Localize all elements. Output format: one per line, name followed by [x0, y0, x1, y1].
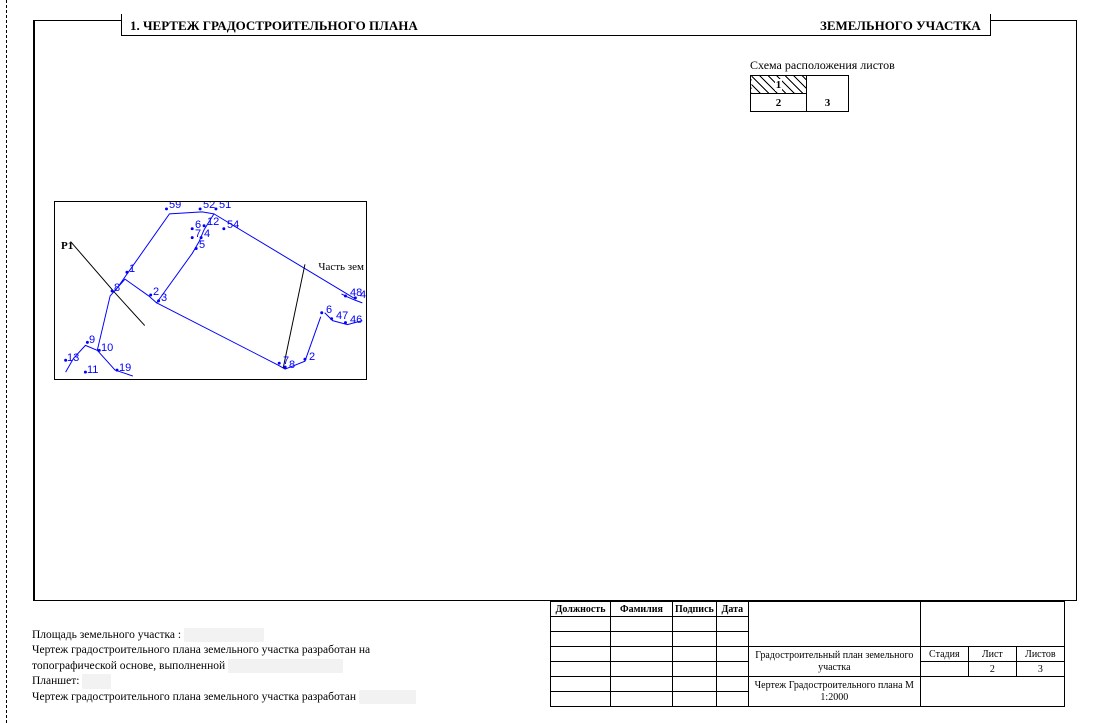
- stamp-cell: [611, 662, 673, 677]
- stamp-cell: [673, 677, 717, 692]
- plan-node-label: 1: [129, 263, 135, 275]
- sheet-cell-3: 3: [807, 85, 849, 121]
- stamp-cell: [551, 692, 611, 707]
- binding-dashed-line: [6, 0, 7, 723]
- stamp-cell: [716, 662, 748, 677]
- plan-node-label: 10: [101, 342, 113, 354]
- stamp-cell: [716, 677, 748, 692]
- plan-label-part: Часть зем: [318, 261, 364, 273]
- stamp-cell: [673, 617, 717, 632]
- plan-node-label: 6: [326, 304, 332, 316]
- stamp-col-date: Дата: [716, 602, 748, 617]
- plan-thumbnail-frame: Р1 Часть зем 595251612547451823910131119…: [54, 201, 367, 380]
- plan-node-label: 46: [350, 314, 362, 326]
- title-block-stamp: Должность Фамилия Подпись Дата Градостро…: [550, 601, 1077, 721]
- note-line-2: Чертеж градостроительного плана земельно…: [32, 643, 592, 657]
- stamp-cell: [716, 647, 748, 662]
- stamp-empty-title-top: [748, 602, 920, 647]
- plan-node-label: 8: [289, 359, 295, 371]
- stamp-cell: [716, 617, 748, 632]
- stamp-cell: [673, 647, 717, 662]
- sheet-cell-1: 1: [751, 76, 807, 94]
- header-title-left: 1. ЧЕРТЕЖ ГРАДОСТРОИТЕЛЬНОГО ПЛАНА: [130, 18, 418, 34]
- plan-node-label: 3: [161, 292, 167, 304]
- header-title-right: ЗЕМЕЛЬНОГО УЧАСТКА: [820, 18, 981, 34]
- stamp-cell: [611, 677, 673, 692]
- stamp-cell: [611, 632, 673, 647]
- plan-node-label: 13: [67, 352, 79, 364]
- sheet-scheme-table: 1 3 2: [750, 75, 849, 112]
- notes-block: Площадь земельного участка : xxxxxxxxxxx…: [32, 628, 592, 705]
- stamp-cell: [716, 692, 748, 707]
- stamp-cell: [551, 677, 611, 692]
- stamp-stadia-value: [920, 662, 968, 677]
- stamp-list-header: Лист: [968, 647, 1016, 662]
- plan-node-label: 2: [309, 351, 315, 363]
- stamp-cell: [551, 647, 611, 662]
- stamp-list-value: 2: [968, 662, 1016, 677]
- plan-node-label: 54: [227, 219, 239, 231]
- stamp-cell: [551, 662, 611, 677]
- plan-label-p1: Р1: [61, 240, 73, 252]
- stamp-cell: [716, 632, 748, 647]
- plan-node-label: 47: [336, 310, 348, 322]
- note-line-3: топографической основе, выполненной xxxx…: [32, 659, 592, 673]
- note-line-1: Площадь земельного участка : xxxxxxxxxxx…: [32, 628, 592, 642]
- plan-node-label: 11: [87, 364, 98, 376]
- stamp-cell: [611, 692, 673, 707]
- stamp-title-1: Градостроительный план земельного участк…: [748, 647, 920, 677]
- stamp-title-2: Чертеж Градостроительного плана М 1:2000: [748, 677, 920, 707]
- sheet-scheme-label: Схема расположения листов: [750, 58, 895, 73]
- plan-node-label: 2: [153, 286, 159, 298]
- stamp-table: Должность Фамилия Подпись Дата Градостро…: [550, 601, 1065, 707]
- sheet-layout-scheme: Схема расположения листов 1 3 2: [750, 58, 895, 112]
- plan-node-label: 9: [89, 334, 95, 346]
- stamp-listov-value: 3: [1016, 662, 1064, 677]
- stamp-col-position: Должность: [551, 602, 611, 617]
- stamp-cell: [551, 617, 611, 632]
- stamp-cell: [611, 647, 673, 662]
- note-line-5: Чертеж градостроительного плана земельно…: [32, 690, 592, 704]
- plan-node-label: 12: [207, 216, 219, 228]
- stamp-listov-header: Листов: [1016, 647, 1064, 662]
- plan-node-label: 8: [114, 282, 120, 294]
- plan-node-label: 4: [360, 289, 366, 301]
- plan-node-label: 52: [203, 201, 215, 211]
- stamp-col-surname: Фамилия: [611, 602, 673, 617]
- stamp-cell: [611, 617, 673, 632]
- stamp-cell: [551, 632, 611, 647]
- stamp-col-signature: Подпись: [673, 602, 717, 617]
- sheet-cell-2: 2: [751, 94, 807, 112]
- stamp-cell: [673, 692, 717, 707]
- plan-node-label: 19: [119, 362, 131, 374]
- plan-node-label: 5: [199, 239, 205, 251]
- stamp-cell: [673, 632, 717, 647]
- stamp-cell: [673, 662, 717, 677]
- plan-node-label: 51: [219, 201, 231, 211]
- stamp-stadia-header: Стадия: [920, 647, 968, 662]
- note-line-4: Планшет: xxxxx: [32, 674, 592, 688]
- plan-node-label: 59: [169, 201, 181, 211]
- stamp-empty-right-bottom: [920, 677, 1064, 707]
- stamp-empty-right-top: [920, 602, 1064, 647]
